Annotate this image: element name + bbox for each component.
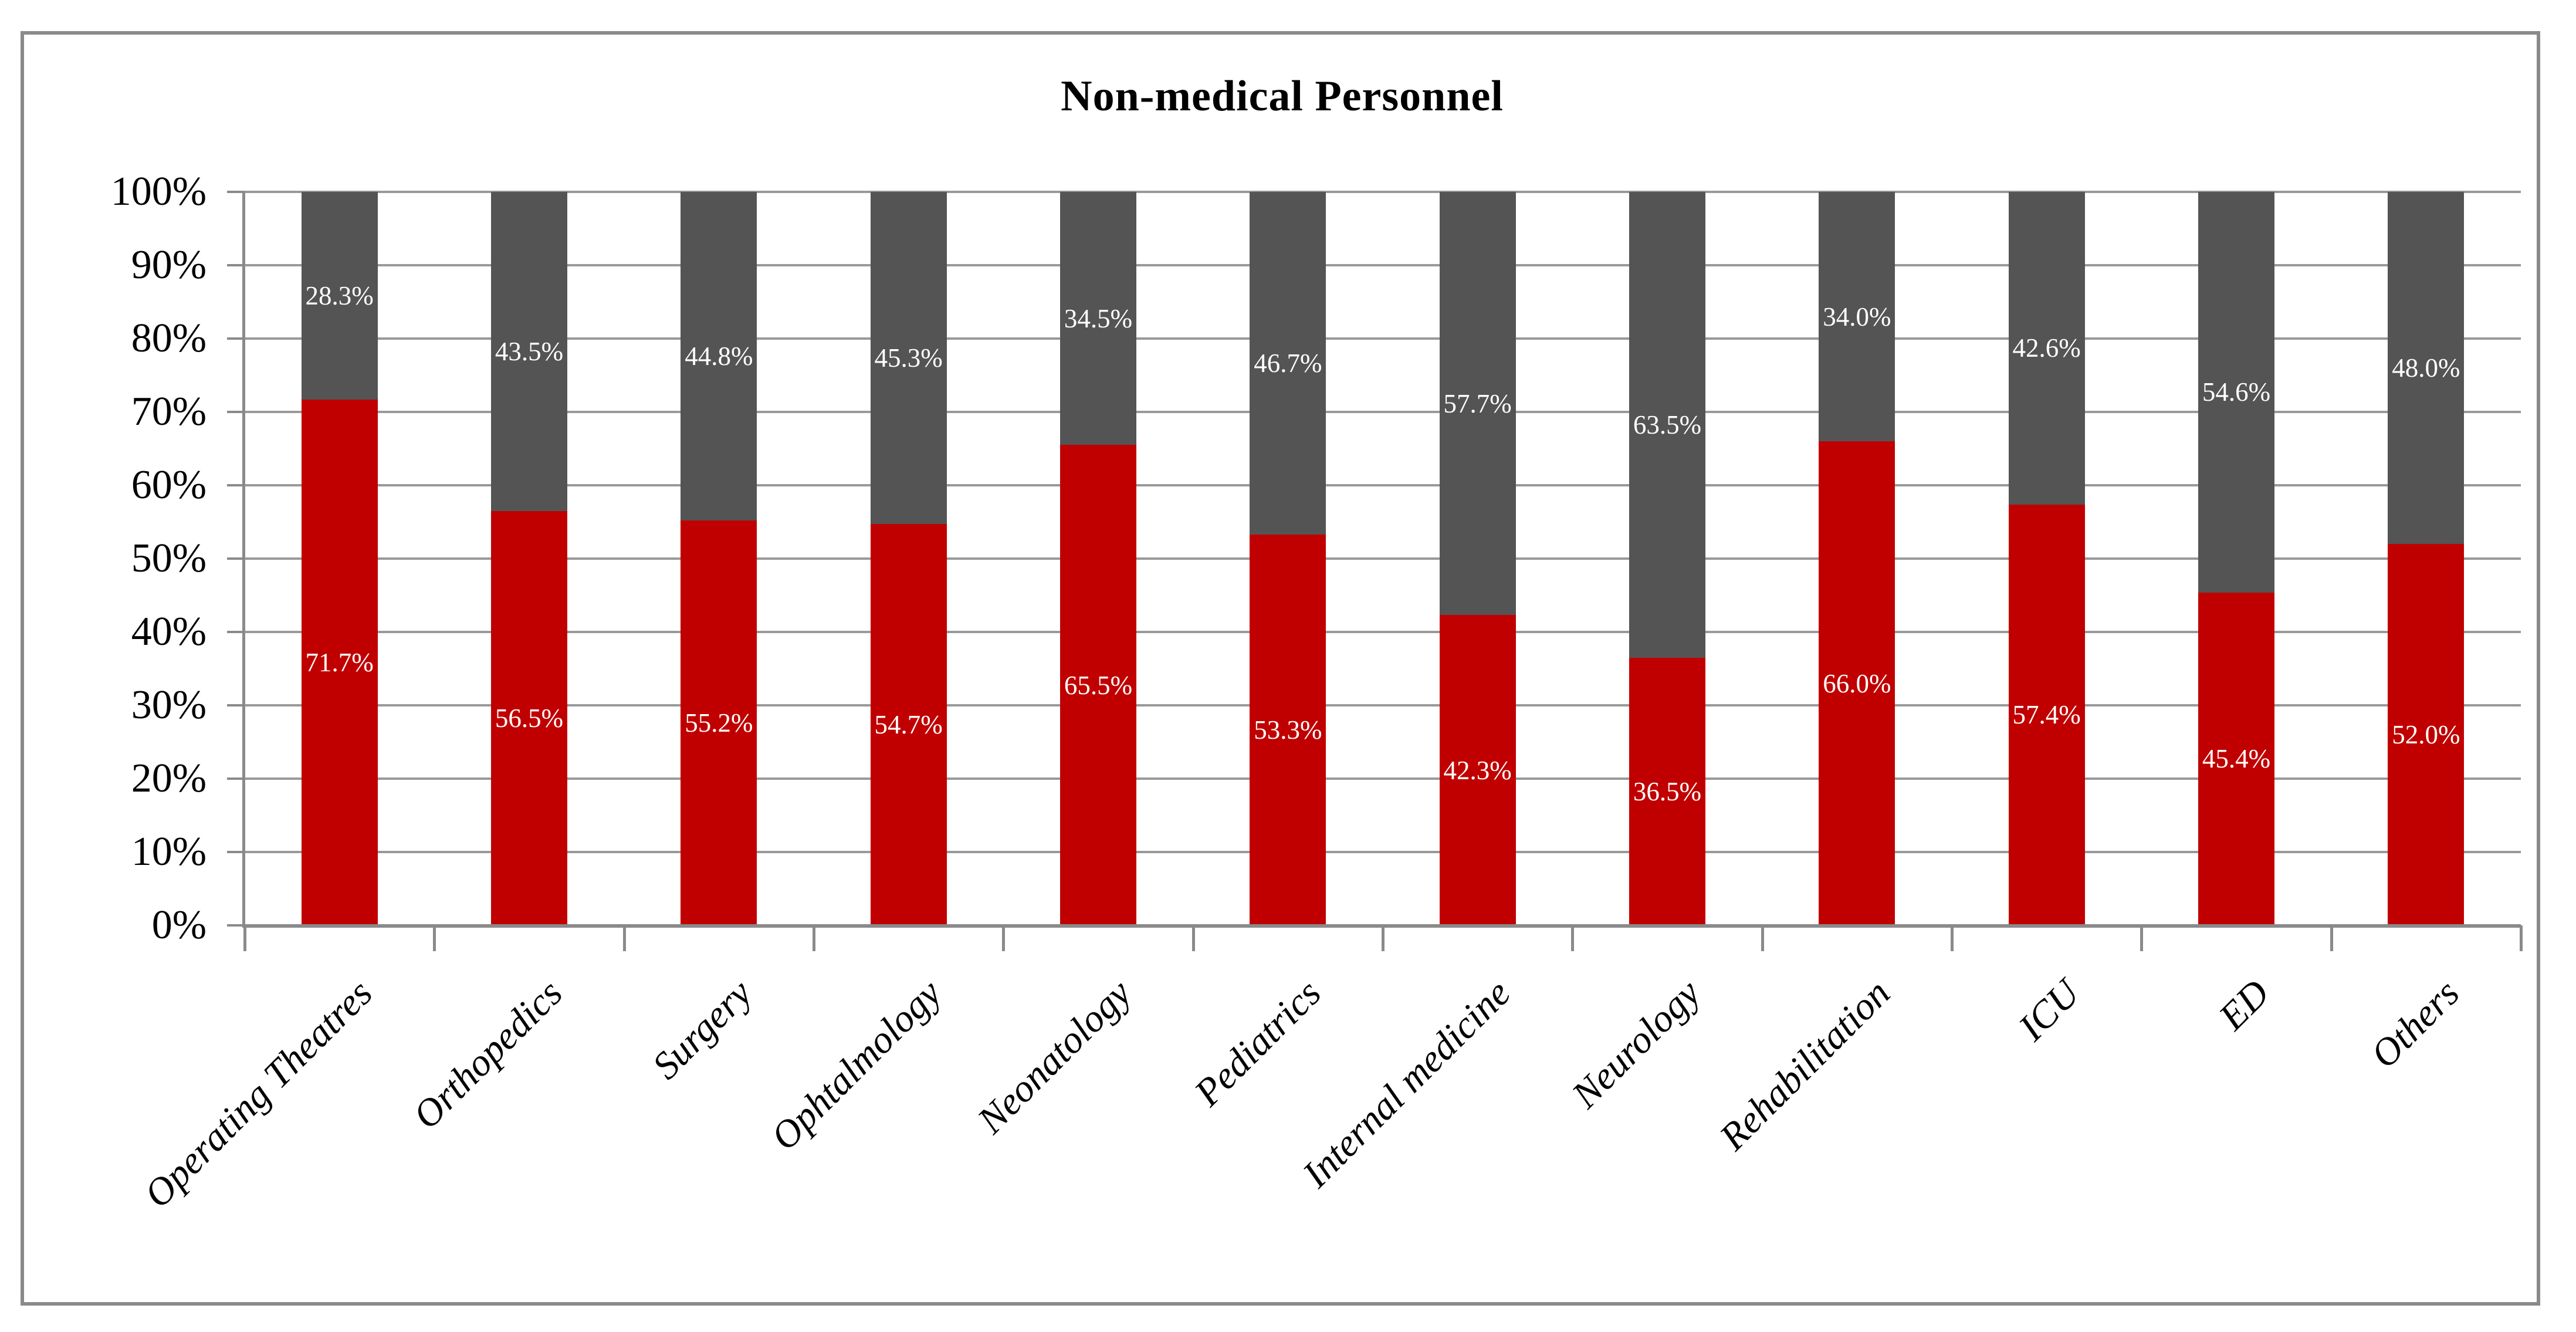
gridline-100 — [245, 191, 2521, 193]
x-axis-tick-4 — [1002, 925, 1006, 951]
y-axis-tick-20 — [227, 777, 245, 780]
bar-9-gray-label: 42.6% — [2012, 333, 2081, 363]
gridline-80 — [245, 337, 2521, 340]
bar-7-red-segment — [1629, 657, 1705, 925]
bar-7-gray-segment — [1629, 192, 1705, 658]
bar-1-gray-segment — [491, 192, 567, 511]
x-axis-tick-10 — [2140, 925, 2144, 951]
bar-4-gray-segment — [1060, 192, 1136, 445]
bar-11-red-label: 52.0% — [2392, 720, 2460, 749]
bar-1-gray-label: 43.5% — [495, 336, 564, 366]
bar-0-gray-segment — [301, 192, 378, 400]
y-axis-tick-10 — [227, 851, 245, 853]
x-axis-tick-12 — [2520, 925, 2523, 951]
x-axis-tick-9 — [1951, 925, 1954, 951]
bar-7-red-label: 36.5% — [1633, 776, 1702, 806]
bar-4-red-segment — [1060, 445, 1136, 925]
y-axis-tick-70 — [227, 411, 245, 413]
x-axis-tick-0 — [243, 925, 246, 951]
bar-3-gray-segment — [870, 192, 947, 525]
x-axis-tick-11 — [2330, 925, 2333, 951]
bar-9-gray-segment — [2008, 192, 2085, 505]
bar-9-red-label: 57.4% — [2012, 700, 2081, 730]
bar-11-gray-segment — [2388, 192, 2465, 544]
bar-10-gray-segment — [2198, 192, 2274, 593]
bar-6-red-label: 42.3% — [1443, 755, 1512, 785]
y-axis-tick-30 — [227, 704, 245, 706]
bar-5-gray-segment — [1250, 192, 1326, 535]
bar-11-red-segment — [2388, 544, 2465, 925]
gridline-40 — [245, 631, 2521, 633]
x-axis-tick-8 — [1761, 925, 1764, 951]
x-axis-tick-6 — [1382, 925, 1385, 951]
y-axis-label-90: 90% — [131, 242, 207, 288]
bar-3-gray-label: 45.3% — [874, 343, 943, 373]
y-axis-tick-80 — [227, 337, 245, 340]
y-axis-label-70: 70% — [131, 389, 207, 434]
bar-0-red-segment — [301, 399, 378, 925]
bar-10-red-segment — [2198, 592, 2274, 925]
y-axis-label-20: 20% — [131, 756, 207, 801]
chart-title: Non-medical Personnel — [1061, 72, 1504, 120]
bar-5-gray-label: 46.7% — [1254, 348, 1322, 378]
x-axis-tick-5 — [1191, 925, 1195, 951]
gridline-10 — [245, 851, 2521, 853]
plot-area: 71.7% 28.3% 56.5% 43.5% 55.2% 44.8% 54.7% 45.3%… — [245, 191, 2521, 928]
x-axis-tick-1 — [433, 925, 436, 951]
gridline-50 — [245, 557, 2521, 560]
gridline-30 — [245, 704, 2521, 706]
bar-1-red-label: 56.5% — [495, 703, 564, 733]
bar-9-red-segment — [2008, 504, 2085, 925]
bar-10-gray-label: 54.6% — [2202, 377, 2271, 407]
bar-6-red-segment — [1439, 615, 1516, 925]
y-axis-tick-0 — [227, 924, 245, 927]
y-axis-label-40: 40% — [131, 609, 207, 654]
x-axis-tick-2 — [622, 925, 626, 951]
bar-2-gray-segment — [681, 192, 757, 520]
bar-3-red-segment — [870, 524, 947, 925]
x-axis-tick-3 — [813, 925, 815, 951]
gridline-90 — [245, 264, 2521, 266]
bar-2-red-label: 55.2% — [685, 708, 753, 738]
bar-8-red-segment — [1819, 441, 1895, 925]
bar-6-gray-label: 57.7% — [1443, 388, 1512, 418]
y-axis-label-10: 10% — [131, 829, 207, 874]
bar-0-gray-label: 28.3% — [305, 280, 374, 310]
bar-4-gray-label: 34.5% — [1064, 303, 1133, 333]
bar-11-gray-label: 48.0% — [2392, 353, 2460, 383]
gridline-70 — [245, 411, 2521, 413]
bar-1-red-segment — [491, 511, 567, 925]
bar-8-gray-segment — [1819, 192, 1895, 441]
x-axis-tick-7 — [1571, 925, 1575, 951]
bar-10-red-label: 45.4% — [2202, 744, 2271, 774]
gridline-60 — [245, 484, 2521, 486]
y-axis-line — [242, 192, 245, 928]
bar-5-red-label: 53.3% — [1254, 715, 1322, 745]
bar-5-red-segment — [1250, 534, 1326, 925]
y-axis-label-50: 50% — [131, 536, 207, 581]
y-axis-label-0: 0% — [151, 902, 207, 948]
bar-8-red-label: 66.0% — [1823, 668, 1891, 698]
y-axis-label-60: 60% — [131, 462, 207, 508]
y-axis-tick-100 — [227, 191, 245, 193]
y-axis-label-80: 80% — [131, 316, 207, 361]
y-axis-label-100: 100% — [110, 169, 207, 214]
y-axis-tick-40 — [227, 631, 245, 633]
bar-2-red-segment — [681, 520, 757, 925]
y-axis-tick-90 — [227, 264, 245, 266]
bar-2-gray-label: 44.8% — [685, 342, 753, 371]
bar-3-red-label: 54.7% — [874, 710, 943, 740]
bar-0-red-label: 71.7% — [305, 647, 374, 677]
bar-8-gray-label: 34.0% — [1823, 302, 1891, 332]
gridline-20 — [245, 777, 2521, 780]
y-axis-tick-60 — [227, 484, 245, 486]
bar-7-gray-label: 63.5% — [1633, 410, 1702, 440]
y-axis-label-30: 30% — [131, 682, 207, 728]
bar-6-gray-segment — [1439, 192, 1516, 616]
bar-4-red-label: 65.5% — [1064, 670, 1133, 700]
y-axis-tick-50 — [227, 557, 245, 560]
